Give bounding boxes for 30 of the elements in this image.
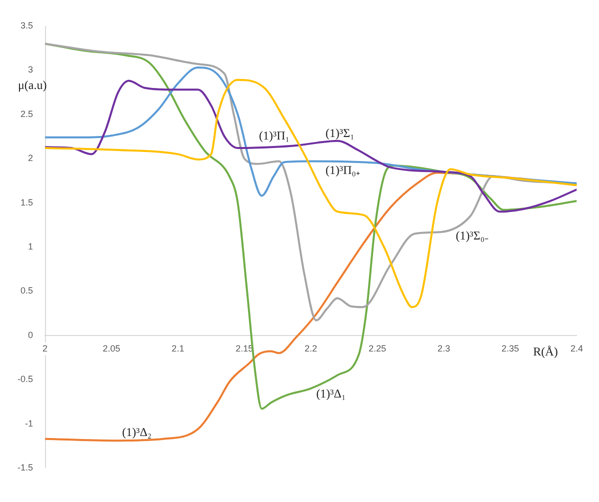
x-tick-label: 2 <box>42 343 48 354</box>
y-tick-label: -1.5 <box>17 462 33 472</box>
y-axis-title: μ(a.u) <box>18 78 47 92</box>
annotation: (1)³Δ₂ <box>122 424 152 439</box>
x-tick-label: 2.2 <box>304 343 318 354</box>
x-tick-label: 2.35 <box>502 343 520 354</box>
x-tick-label: 2.05 <box>102 343 120 354</box>
y-tick-label: 2.5 <box>20 108 33 119</box>
annotation: (1)³Σ₁ <box>325 126 354 140</box>
line-series <box>45 80 577 213</box>
y-tick-label: 1 <box>28 241 33 252</box>
y-tick-label: 0 <box>28 330 33 340</box>
x-tick-label: 2.25 <box>368 343 386 354</box>
x-axis-title: R(Å) <box>533 344 558 359</box>
line-series <box>45 66 577 197</box>
y-tick-label: -0.5 <box>17 374 33 384</box>
x-tick-label: 2.1 <box>172 343 184 354</box>
annotation: (1)³Δ₁ <box>316 386 346 401</box>
x-tick-label: 2.3 <box>438 343 450 354</box>
annotation: (1)³Π₀₊ <box>325 163 360 178</box>
y-tick-label: 3 <box>28 64 33 75</box>
y-tick-label: 3.5 <box>20 20 33 30</box>
y-tick-label: 0.5 <box>20 286 33 296</box>
y-tick-label: -1 <box>24 418 33 428</box>
annotation: (1)³Σ₀₋ <box>456 228 489 242</box>
x-tick-label: 2.4 <box>570 343 583 354</box>
y-tick-label: 2 <box>28 153 33 164</box>
annotation: (1)³Π₁ <box>259 128 290 143</box>
y-tick-label: 1.5 <box>20 197 33 208</box>
line-series <box>45 78 577 308</box>
